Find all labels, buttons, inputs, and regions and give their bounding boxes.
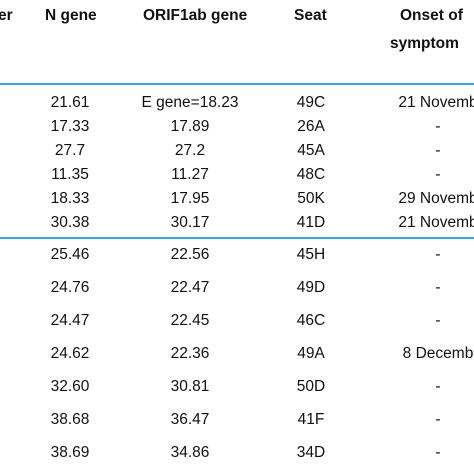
cell-orf1ab-gene: 22.56 [170,246,210,263]
cell-onset: - [435,279,441,296]
cell-n-gene: 18.33 [50,190,90,207]
cell-n-gene: 38.69 [50,444,90,461]
cell-seat: 49C [296,94,326,111]
cell-n-gene: 38.68 [50,411,90,428]
cell-orf1ab-gene: 22.45 [170,312,210,329]
cell-n-gene: 25.46 [50,246,90,263]
header-seat: Seat [294,7,327,24]
table-row: 17.33 17.89 26A - [0,115,474,139]
cell-onset: 29 Novemb [398,190,474,207]
table-row: 18.33 17.95 50K 29 Novemb [0,187,474,211]
cell-orf1ab-gene: 22.47 [170,279,210,296]
cell-n-gene: 11.35 [51,166,89,183]
cell-onset: - [435,312,441,329]
table-row: 25.46 22.56 45H - [0,243,474,267]
table-row: 30.38 30.17 41D 21 Novemb [0,211,474,235]
cell-seat: 41D [296,214,326,231]
header-onset-line1: Onset of [400,7,463,24]
cell-seat: 34D [296,444,326,461]
cell-onset: - [435,166,441,183]
header-divider-rule [0,83,474,85]
cell-seat: 45H [296,246,326,263]
cell-n-gene: 24.62 [50,345,90,362]
cell-onset: 8 Decemb [402,345,474,362]
cell-orf1ab-gene: 22.36 [170,345,210,362]
cell-n-gene: 21.61 [50,94,90,111]
cell-onset: - [435,411,441,428]
cell-seat: 48C [296,166,326,183]
cell-onset: 21 Novemb [398,214,474,231]
table-row: 38.69 34.86 34D - [0,441,474,465]
cell-seat: 49A [297,345,325,362]
cell-onset: - [435,118,441,135]
cell-seat: 26A [297,118,325,135]
table-row: 27.7 27.2 45A - [0,139,474,163]
table-row: 21.61 E gene=18.23 49C 21 Novemb [0,91,474,115]
cell-orf1ab-gene: 30.81 [170,378,210,395]
table-row: 24.62 22.36 49A 8 Decemb [0,342,474,366]
cell-n-gene: 30.38 [50,214,90,231]
cell-onset: - [435,142,441,159]
cell-seat: 50K [297,190,325,207]
cell-orf1ab-gene: 30.17 [170,214,210,231]
cell-onset: - [435,246,441,263]
table-row: 24.76 22.47 49D - [0,276,474,300]
header-onset-line2: symptom [390,35,459,52]
cell-orf1ab-gene: 11.27 [171,166,209,183]
cell-n-gene: 17.33 [50,118,90,135]
table-row: 24.47 22.45 46C - [0,309,474,333]
cell-orf1ab-gene: 34.86 [170,444,210,461]
cell-seat: 45A [297,142,325,159]
cell-onset: - [435,378,441,395]
cell-orf1ab-gene: 27.2 [174,142,206,159]
cell-orf1ab-gene: 36.47 [170,411,210,428]
cell-n-gene: 27.7 [54,142,86,159]
table-row: 38.68 36.47 41F - [0,408,474,432]
cell-seat: 50D [296,378,326,395]
cell-n-gene: 24.47 [50,312,90,329]
header-n-gene: N gene [45,7,97,24]
header-orf1ab-gene: ORIF1ab gene [143,7,248,24]
cell-orf1ab-gene: 17.95 [170,190,210,207]
cell-n-gene: 32.60 [50,378,90,395]
cell-seat: 46C [296,312,326,329]
cell-orf1ab-gene: E gene=18.23 [141,94,239,111]
cell-onset: 21 Novemb [398,94,474,111]
table-row: 11.35 11.27 48C - [0,163,474,187]
cell-orf1ab-gene: 17.89 [170,118,210,135]
header-prev-column-fragment: er [0,7,13,24]
cell-onset: - [435,444,441,461]
table-row: 32.60 30.81 50D - [0,375,474,399]
group-divider-rule [0,237,474,239]
cell-seat: 41F [297,411,325,428]
cell-seat: 49D [296,279,326,296]
cell-n-gene: 24.76 [50,279,90,296]
